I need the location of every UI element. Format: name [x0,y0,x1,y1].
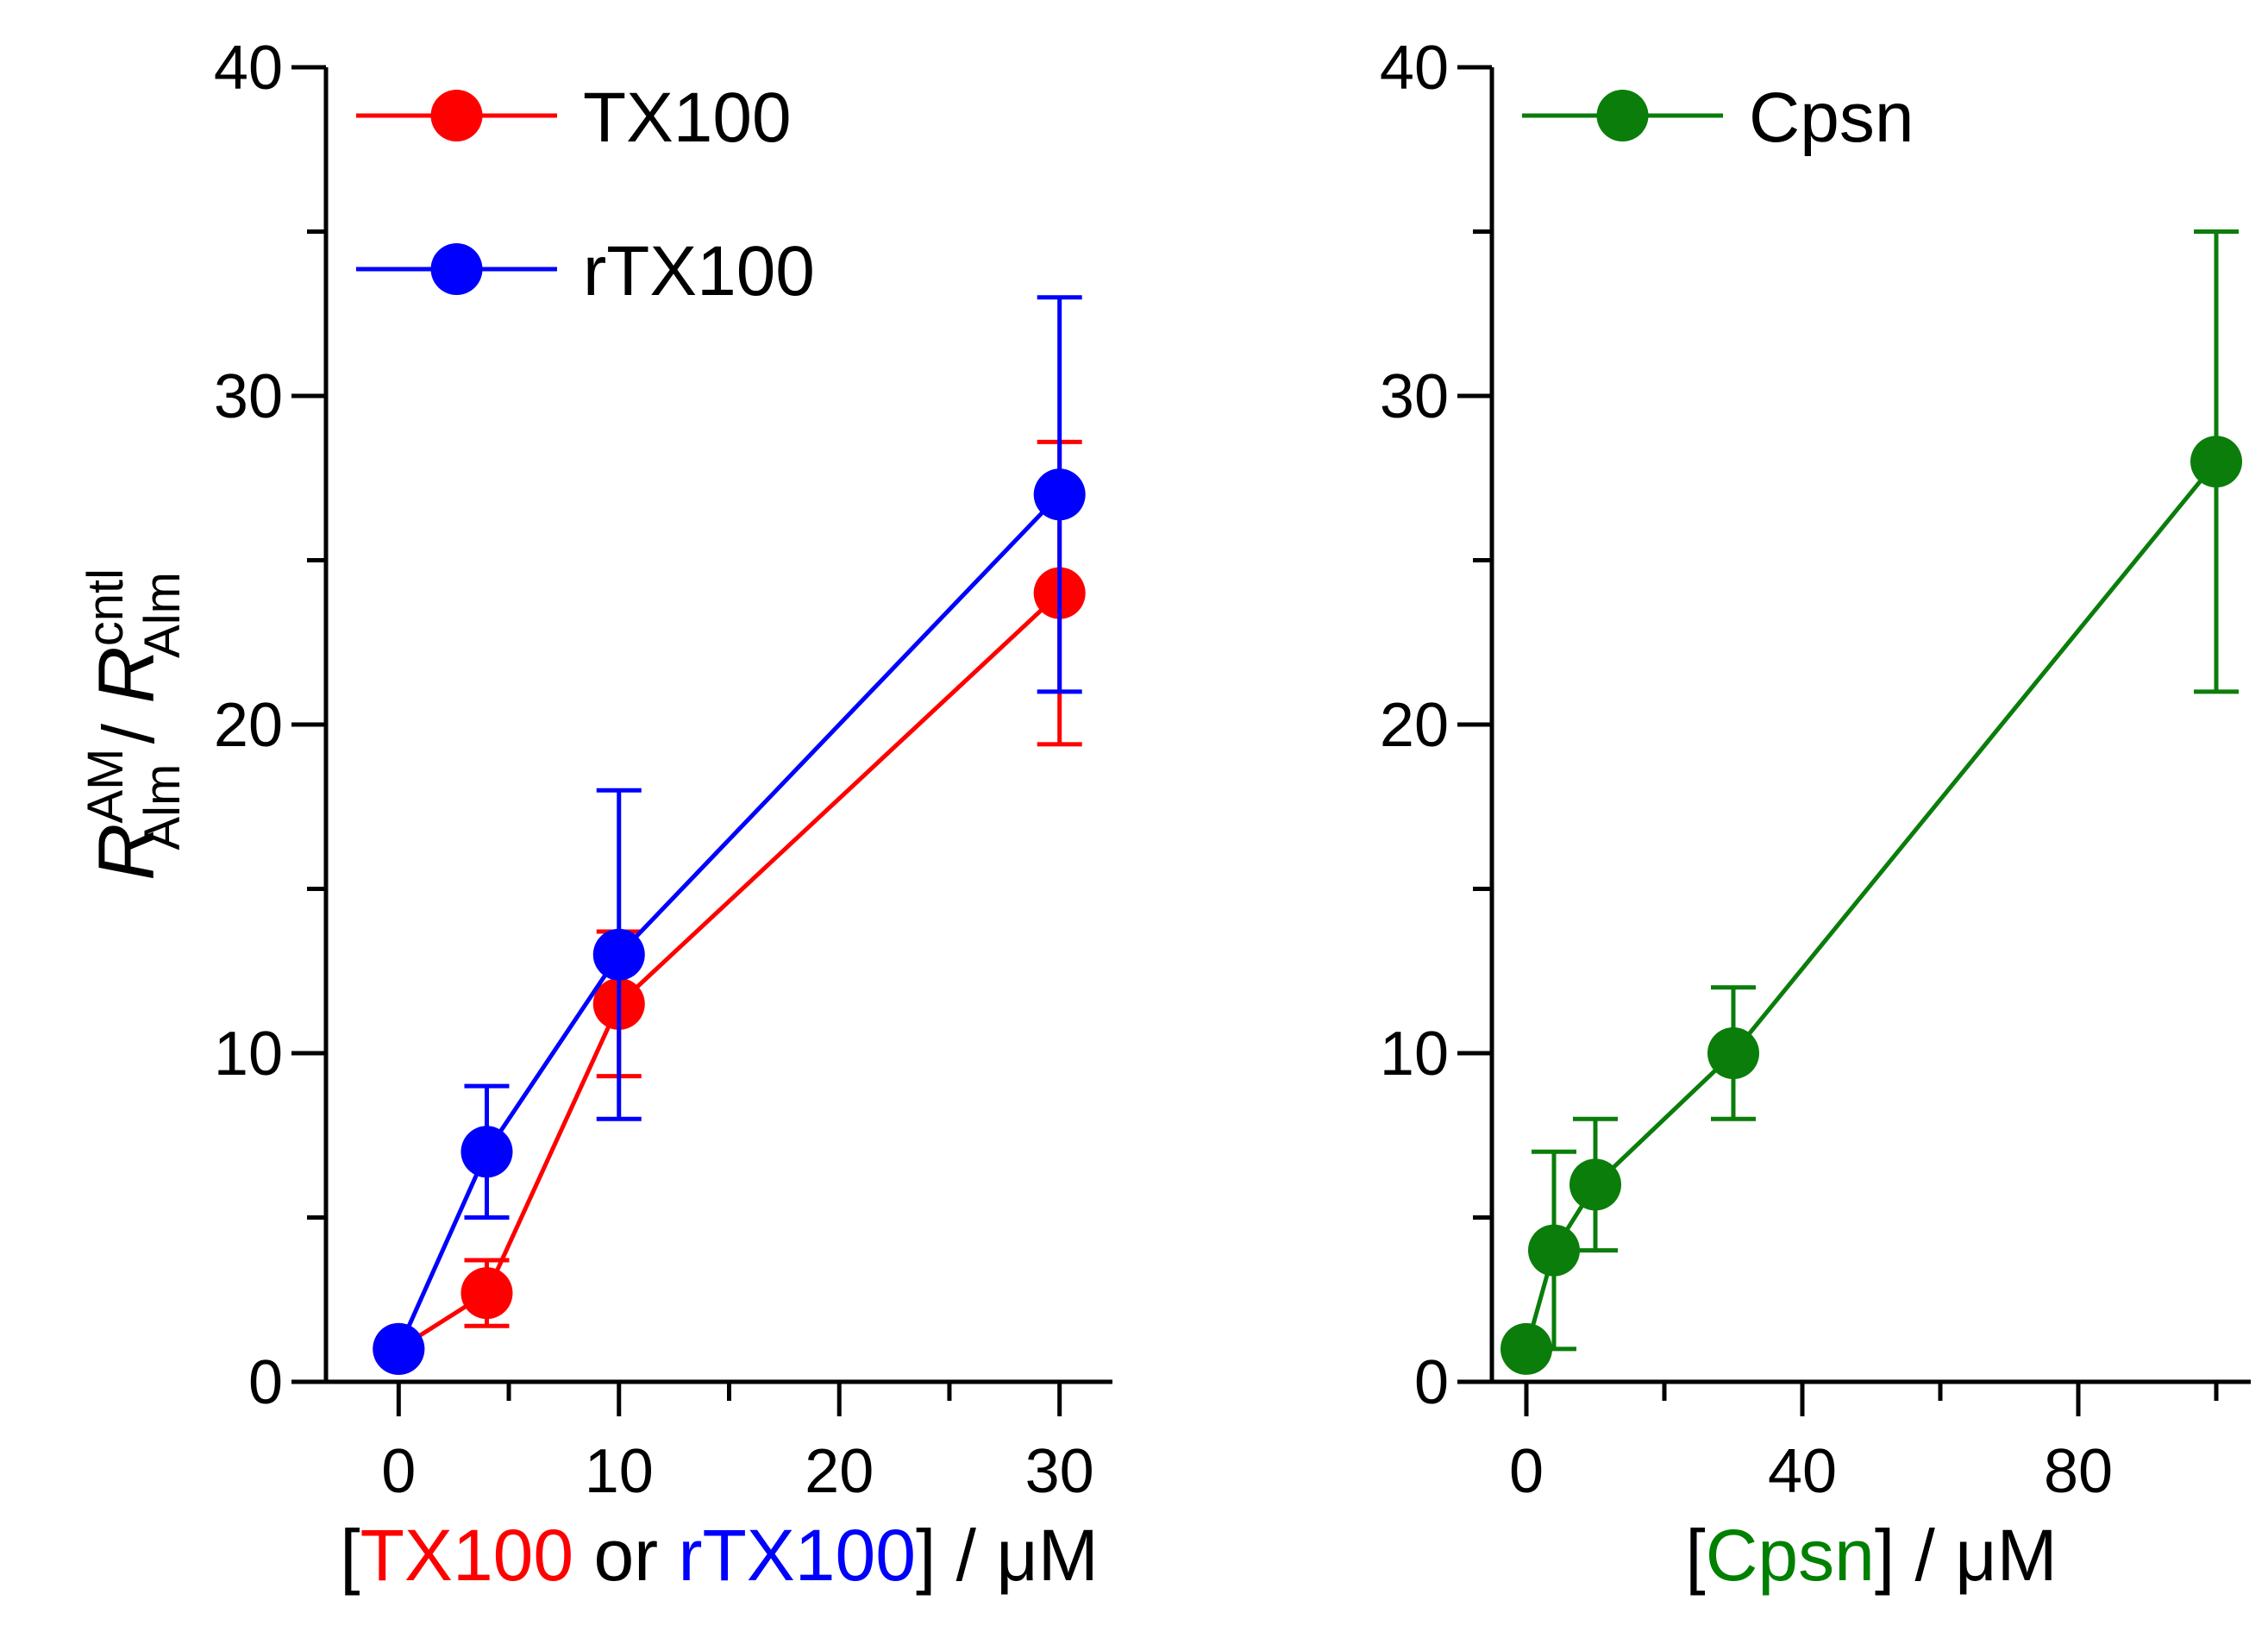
y-tick-label: 20 [1380,691,1449,760]
y-axis-title: RAMAlm / RcntlAlm [78,568,191,881]
x-tick-label: 0 [1509,1437,1544,1506]
y-tick-label: 0 [248,1348,283,1417]
x-axis-title-part: TX100 [360,1515,574,1596]
y-axis-title-part: R [83,824,171,881]
y-axis-title-part: AM [78,749,134,824]
data-point [1569,1158,1621,1211]
x-axis-title-part: Cpsn [1706,1515,1875,1596]
data-point [460,1267,513,1320]
x-axis-title-part: [ [340,1515,360,1596]
x-tick-label: 40 [1768,1437,1837,1506]
x-axis-title: [Cpsn] / μM [1685,1515,2057,1596]
series-rTX100 [373,295,1086,1375]
y-tick-label: 30 [1380,362,1449,431]
y-tick-label: 40 [214,34,283,103]
series-Cpsn [1501,229,2242,1375]
x-axis-title-part: [ [1685,1515,1705,1596]
x-tick-label: 30 [1025,1437,1094,1506]
y-tick-label: 30 [214,362,283,431]
y-axis-title-part: / [88,704,169,764]
y-axis-title-part: R [83,646,171,703]
series-line-Cpsn [1524,460,2218,1350]
data-point [592,928,645,981]
x-axis-title-part: ] / μM [916,1515,1099,1596]
legend-marker-rTX100 [430,243,483,295]
y-axis-title-part: Alm [135,764,191,850]
x-tick-label: 0 [381,1437,416,1506]
y-axis-title-part: Alm [135,572,191,658]
x-tick-label: 10 [585,1437,654,1506]
data-point [1707,1027,1759,1079]
series-line-TX100 [397,591,1062,1352]
y-tick-label: 20 [214,691,283,760]
data-point [460,1126,513,1178]
x-axis-title-part: ] / μM [1875,1515,2058,1596]
data-point [1528,1224,1580,1277]
y-tick-label: 10 [1380,1020,1449,1089]
data-point [373,1322,425,1375]
legend-marker-Cpsn [1596,90,1649,141]
data-point [1033,468,1086,521]
x-tick-label: 20 [805,1437,874,1506]
x-axis-title-part: rTX100 [679,1515,916,1596]
y-tick-label: 40 [1380,34,1449,103]
x-axis-title: [TX100 or rTX100] / μM [340,1515,1098,1596]
data-point [1501,1322,1552,1375]
legend-label-TX100: TX100 [583,78,792,157]
legend-marker-TX100 [430,90,483,141]
data-point [2190,436,2242,488]
y-tick-label: 10 [214,1020,283,1089]
y-axis-title-part: cntl [78,568,134,646]
legend-label-rTX100: rTX100 [583,232,815,311]
y-tick-label: 0 [1414,1348,1449,1417]
series-line-rTX100 [397,493,1062,1350]
legend-label-Cpsn: Cpsn [1749,78,1914,157]
x-axis-title-part: or [573,1515,678,1596]
x-tick-label: 80 [2044,1437,2113,1506]
